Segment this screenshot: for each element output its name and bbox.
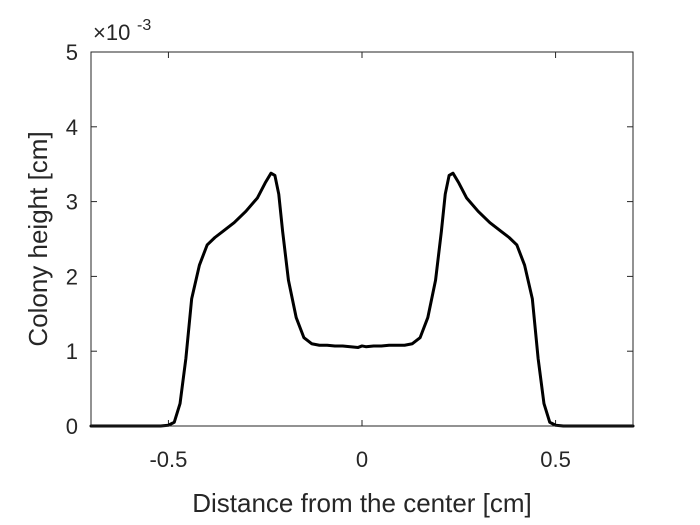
x-tick-label: 0.5	[540, 447, 571, 472]
x-axis-label: Distance from the center [cm]	[192, 488, 532, 518]
y-tick-label: 2	[66, 264, 78, 289]
y-axis-label: Colony height [cm]	[23, 131, 53, 346]
y-exponent-power: -3	[137, 17, 151, 34]
x-tick-label: -0.5	[149, 447, 187, 472]
plot-box	[90, 51, 634, 427]
y-tick-label: 4	[66, 115, 78, 140]
series-line	[89, 171, 635, 428]
y-tick-label: 5	[66, 40, 78, 65]
labels-layer: -0.5 0 0.5 0 1 2 3 4 5	[66, 40, 571, 472]
x-tick-label: 0	[356, 447, 368, 472]
y-tick-label: 3	[66, 190, 78, 215]
y-tick-label: 1	[66, 339, 78, 364]
plot-area	[91, 52, 633, 426]
lines-layer	[89, 171, 635, 428]
y-exponent-base: ×10	[93, 20, 130, 45]
y-tick-label: 0	[66, 414, 78, 439]
